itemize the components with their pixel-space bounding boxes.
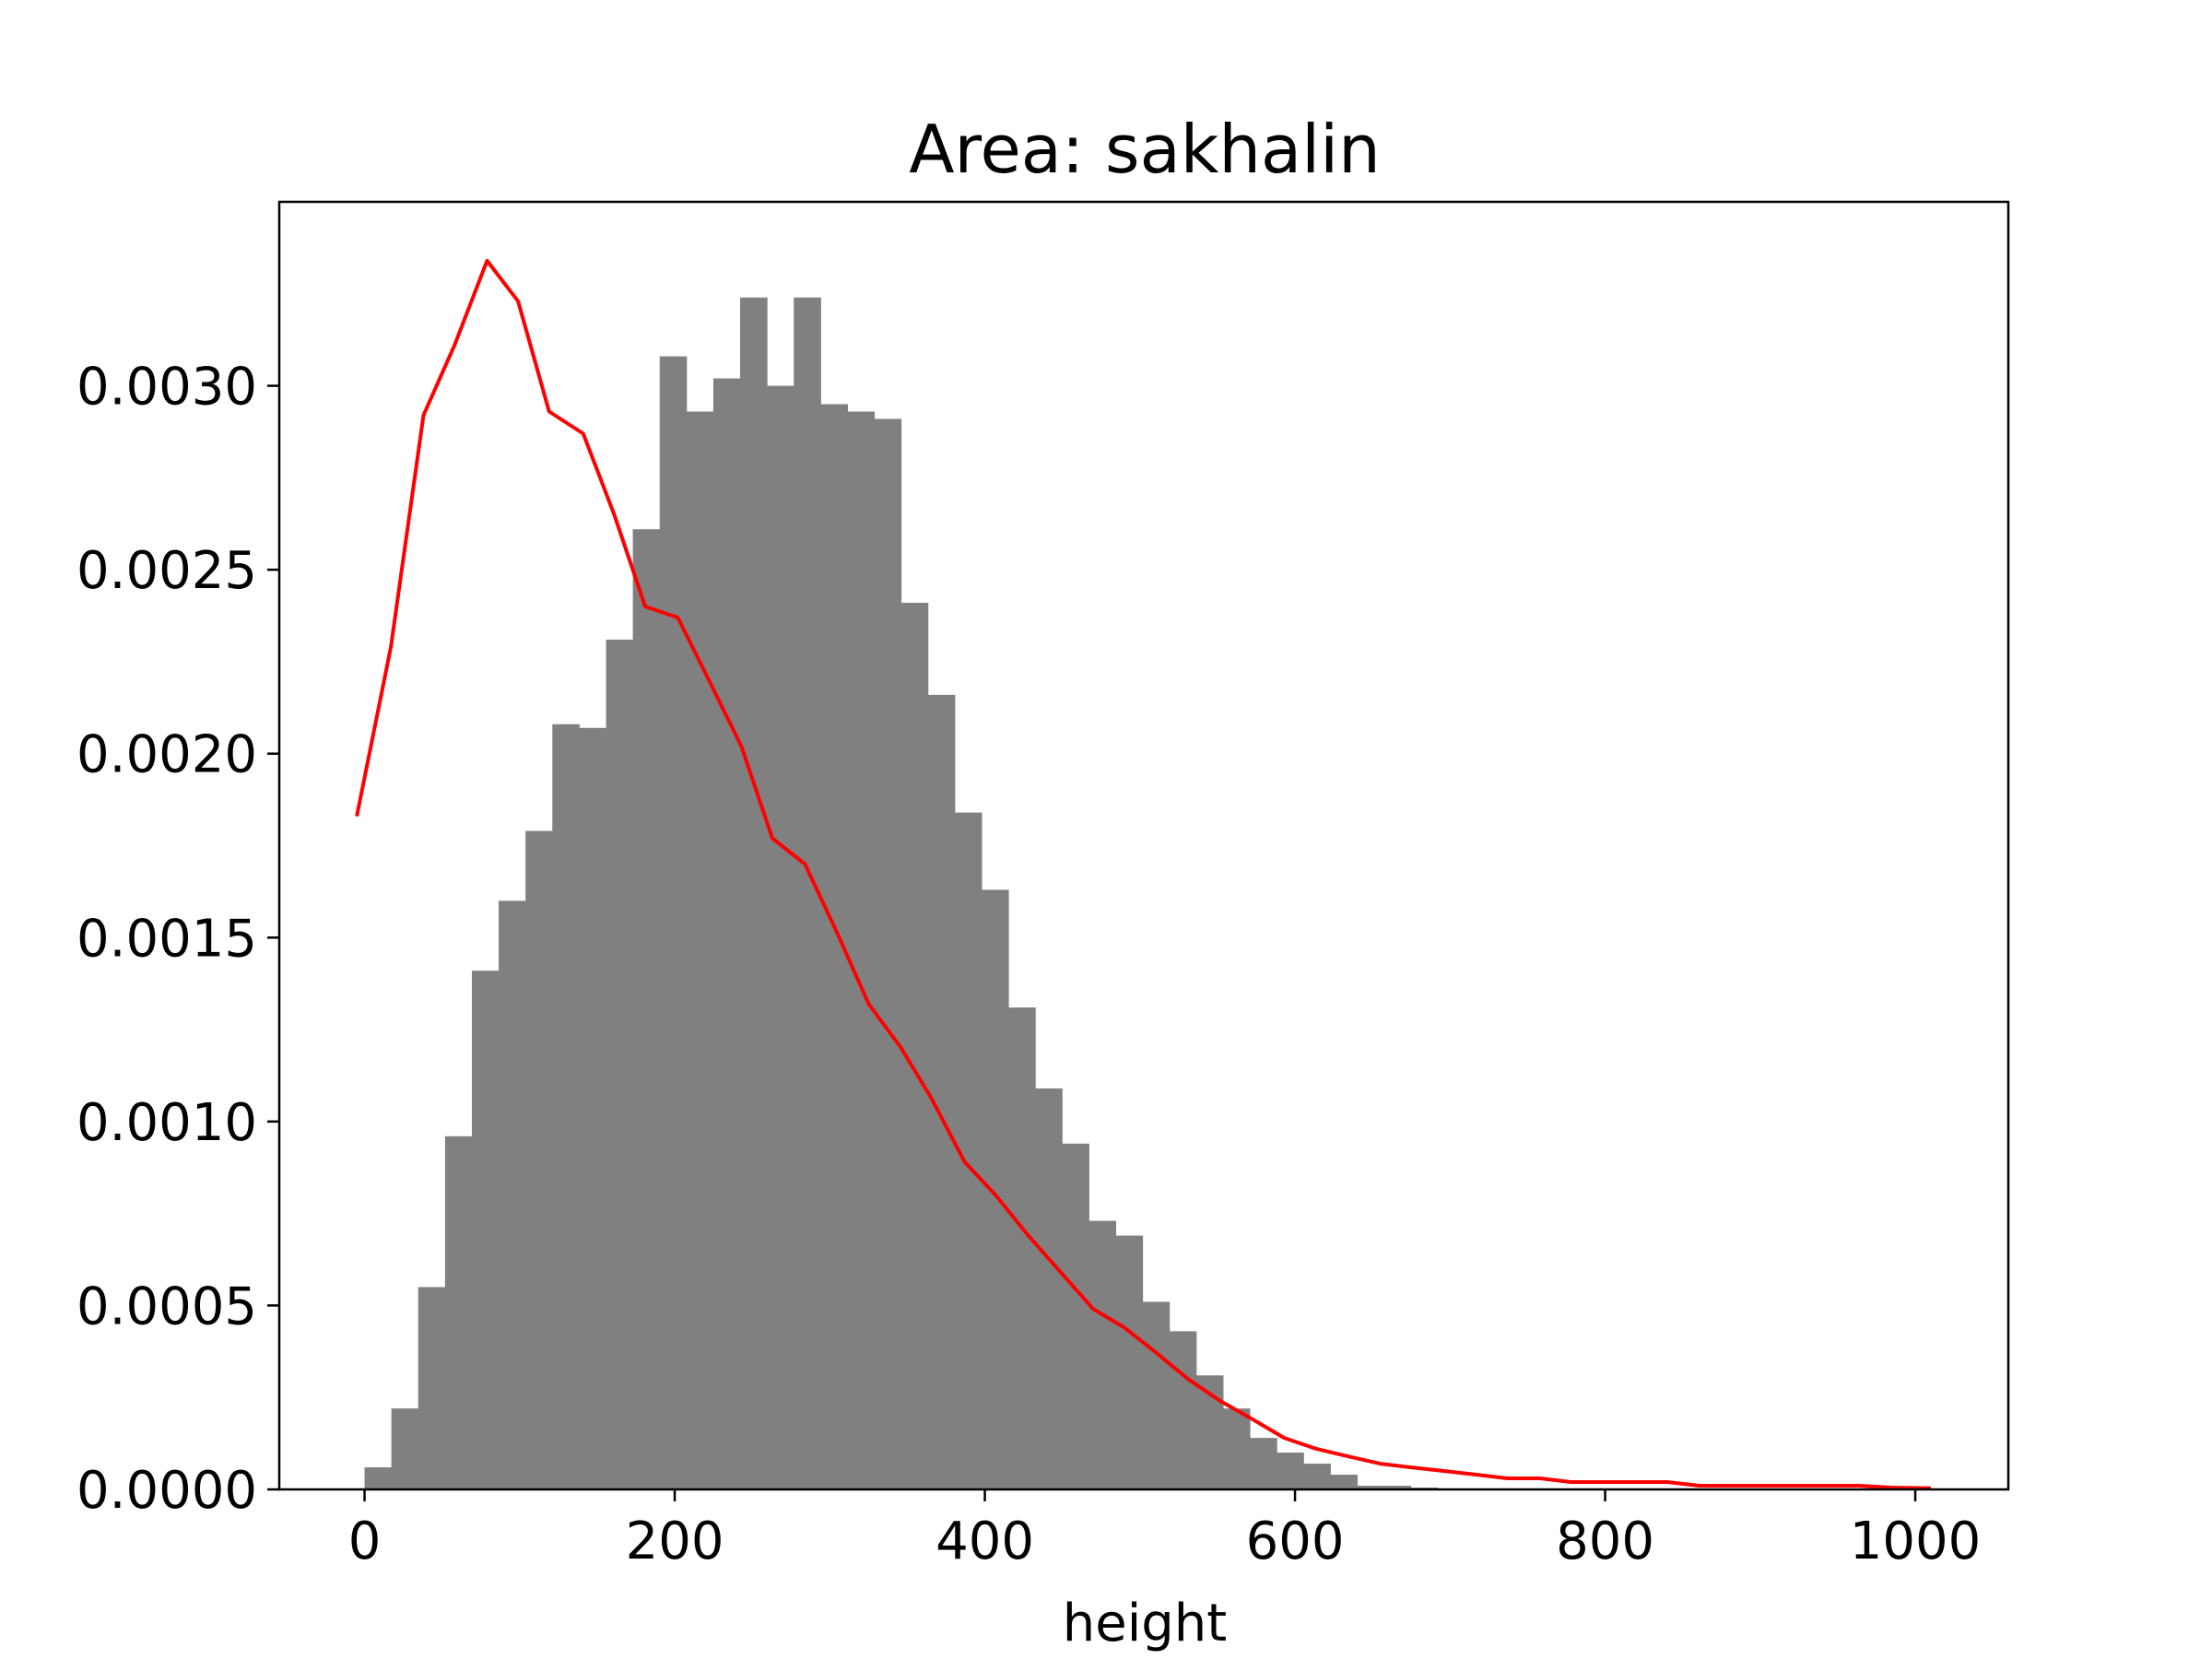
y-tick-label: 0.0000 <box>76 1461 257 1521</box>
y-axis: 0.0000 0.0005 0.0010 0.0015 0.0020 0.0025 0.00… <box>76 358 279 1521</box>
density-line <box>355 258 1931 1490</box>
histogram-bars <box>364 297 1439 1490</box>
histogram-bar <box>525 830 553 1489</box>
x-axis: 0 200 400 600 800 1000 <box>348 1489 1982 1571</box>
x-tick-label: 1000 <box>1850 1512 1982 1571</box>
histogram-bar <box>552 724 580 1489</box>
histogram-bar <box>364 1467 393 1489</box>
plot-frame <box>277 200 2010 1491</box>
histogram-bar <box>767 385 794 1490</box>
x-tick-label: 200 <box>626 1512 724 1571</box>
y-tick-label: 0.0030 <box>76 358 257 418</box>
histogram-bar <box>499 900 526 1489</box>
histogram-bar <box>1008 1007 1036 1489</box>
histogram-bar <box>1330 1475 1359 1489</box>
x-tick-label: 0 <box>348 1512 382 1571</box>
y-tick-label: 0.0015 <box>76 909 257 969</box>
histogram-bar <box>471 971 500 1489</box>
histogram-bar <box>1062 1143 1089 1489</box>
histogram-bar <box>686 411 714 1489</box>
x-tick-label: 400 <box>935 1512 1034 1571</box>
histogram-bar <box>1383 1486 1412 1489</box>
histogram-bar <box>632 529 661 1490</box>
histogram-bar <box>712 378 741 1489</box>
histogram-bar <box>1357 1486 1385 1489</box>
y-tick-label: 0.0020 <box>76 725 257 785</box>
histogram-bar <box>1250 1438 1277 1489</box>
y-tick-label: 0.0005 <box>76 1277 257 1336</box>
histogram-bar <box>444 1135 473 1489</box>
histogram-bar <box>1303 1464 1331 1489</box>
histogram-bar <box>847 411 876 1489</box>
y-tick-label: 0.0025 <box>76 541 257 601</box>
histogram-bar <box>1035 1088 1063 1489</box>
histogram-bar <box>606 639 634 1489</box>
histogram-bar <box>1088 1220 1117 1489</box>
histogram-bar <box>1222 1408 1251 1489</box>
histogram-bar <box>982 889 1009 1489</box>
histogram-bar <box>874 418 902 1490</box>
histogram-bar <box>579 727 607 1489</box>
density-line-layer <box>355 258 1931 1490</box>
histogram-bar <box>659 356 688 1489</box>
histogram-bar <box>1277 1453 1304 1489</box>
chart-title: Area: sakhalin <box>909 111 1381 188</box>
histogram-bar <box>794 297 821 1490</box>
y-tick-label: 0.0010 <box>76 1093 257 1153</box>
histogram-bar <box>740 297 768 1490</box>
histogram-bar <box>418 1287 446 1489</box>
histogram-bar <box>1169 1331 1197 1489</box>
x-axis-label: height <box>1063 1594 1228 1653</box>
histogram-bar <box>391 1408 419 1489</box>
x-tick-label: 800 <box>1556 1512 1654 1571</box>
histogram-bar <box>900 603 929 1489</box>
histogram-bar <box>927 694 956 1489</box>
x-tick-label: 600 <box>1246 1512 1345 1571</box>
histogram-bar <box>1115 1235 1144 1489</box>
histogram-bar <box>1142 1301 1171 1489</box>
